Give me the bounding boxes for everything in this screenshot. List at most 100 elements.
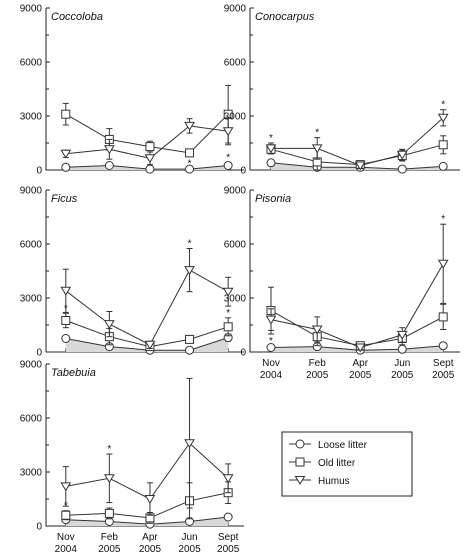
data-point-humus [60, 286, 72, 296]
data-point-loose-litter [397, 344, 407, 354]
data-point-humus [311, 325, 323, 335]
data-point-loose-litter [61, 162, 71, 172]
data-point-loose-litter [61, 334, 71, 343]
y-tick-label: 0 [240, 166, 246, 177]
data-point-loose-litter [266, 158, 276, 168]
legend-label-humus: Humus [318, 476, 350, 487]
data-point-humus [396, 150, 408, 160]
y-tick-label: 9000 [20, 360, 43, 371]
series-old-litter [61, 84, 233, 158]
y-tick-label: 3000 [20, 468, 43, 479]
significance-star: * [269, 336, 273, 347]
data-point-loose-litter [397, 164, 407, 174]
x-tick-label: Jun 2005 [391, 358, 414, 381]
significance-star: * [315, 128, 319, 139]
data-point-humus [396, 330, 408, 340]
panel-pisonia: 0 3000 6000 9000 Nov 2004 Feb 2005 Apr 2005 Jun 200… [224, 186, 460, 381]
x-tick-label: Sept 2005 [432, 358, 455, 381]
series-humus: * [60, 377, 234, 516]
data-point-loose-litter [266, 343, 276, 352]
legend-label-loose-litter: Loose litter [318, 440, 368, 451]
data-point-humus [354, 343, 366, 353]
significance-star: * [188, 158, 192, 169]
significance-star: * [188, 239, 192, 250]
data-point-old-litter [61, 510, 71, 520]
data-point-humus [437, 259, 449, 269]
series-line-humus [270, 263, 444, 349]
significance-star: * [441, 100, 445, 111]
legend-item-loose-litter: Loose litter [289, 439, 368, 451]
series-loose-litter: ** [61, 152, 233, 174]
panel-title: Coccoloba [51, 11, 103, 23]
series-line-humus [271, 117, 444, 167]
data-point-humus [311, 144, 323, 154]
y-tick-label: 9000 [224, 4, 247, 15]
y-tick-label: 9000 [20, 186, 43, 197]
data-point-old-litter [185, 334, 195, 344]
data-point-old-litter [61, 109, 71, 119]
data-point-humus [103, 145, 115, 155]
legend-marker-circle [295, 439, 305, 449]
legend-item-old-litter: Old litter [289, 457, 356, 469]
panel-title: Conocarpus [255, 11, 315, 23]
x-tick-label: Apr 2005 [349, 358, 372, 381]
panels: 0300060009000Coccoloba**0300060009000Con… [20, 4, 460, 555]
y-tick-label: 0 [36, 348, 42, 359]
data-point-old-litter [438, 312, 448, 322]
data-point-humus [144, 495, 156, 504]
significance-star: * [226, 152, 230, 163]
x-tick-label: Sept 2005 [217, 532, 240, 555]
y-tick-label: 0 [36, 166, 42, 177]
y-tick-label: 9000 [20, 4, 43, 15]
x-tick-label: Apr 2005 [139, 532, 162, 555]
y-tick-label: 3000 [20, 294, 43, 305]
panel-tabebuia: 0 3000 6000 9000 Nov 2004 Feb 2005 Apr 2005 Jun 200… [20, 360, 244, 555]
y-tick-label: 3000 [20, 112, 43, 123]
legend-marker-square [295, 457, 305, 467]
data-point-humus [437, 113, 449, 123]
data-point-loose-litter [438, 341, 448, 351]
significance-star: * [269, 133, 273, 144]
x-tick-label: Jun 2005 [178, 532, 201, 555]
y-tick-label: 3000 [224, 294, 247, 305]
y-tick-label: 3000 [224, 112, 247, 123]
legend-item-humus: Humus [289, 476, 350, 487]
series-humus: * [60, 239, 234, 350]
data-point-humus [222, 127, 234, 137]
x-tick-label: Feb 2005 [98, 532, 121, 555]
y-tick-label: 6000 [20, 58, 43, 69]
axis-frame [45, 190, 244, 353]
data-point-loose-litter [223, 512, 233, 522]
data-point-humus [103, 320, 115, 330]
panel-title: Tabebuia [51, 367, 96, 379]
axis-frame [45, 364, 244, 527]
y-tick-label: 0 [240, 348, 246, 359]
legend-marker-triangle [294, 476, 306, 485]
data-point-humus [144, 340, 156, 350]
data-point-humus [265, 315, 277, 325]
series-old-litter: * [61, 481, 233, 524]
axis-frame [249, 190, 460, 353]
legend: Loose litter Old litter Humus [281, 431, 413, 497]
data-point-humus [222, 287, 234, 297]
data-point-humus [184, 266, 195, 276]
data-point-humus [144, 154, 156, 164]
series-humus [60, 117, 234, 166]
data-point-loose-litter [145, 164, 155, 174]
data-point-humus [354, 161, 366, 171]
data-point-humus [60, 482, 72, 492]
x-tick-label: Nov 2004 [55, 532, 78, 555]
panel-title: Pisonia [255, 193, 291, 205]
data-point-humus [184, 121, 195, 131]
data-point-loose-litter [223, 161, 233, 170]
data-point-loose-litter [104, 161, 114, 170]
y-tick-label: 9000 [224, 186, 247, 197]
significance-star: * [107, 444, 111, 455]
data-point-old-litter [438, 140, 448, 150]
data-point-loose-litter [185, 345, 195, 355]
data-point-humus [60, 149, 72, 159]
data-point-humus [265, 144, 277, 154]
data-point-loose-litter [438, 161, 448, 171]
